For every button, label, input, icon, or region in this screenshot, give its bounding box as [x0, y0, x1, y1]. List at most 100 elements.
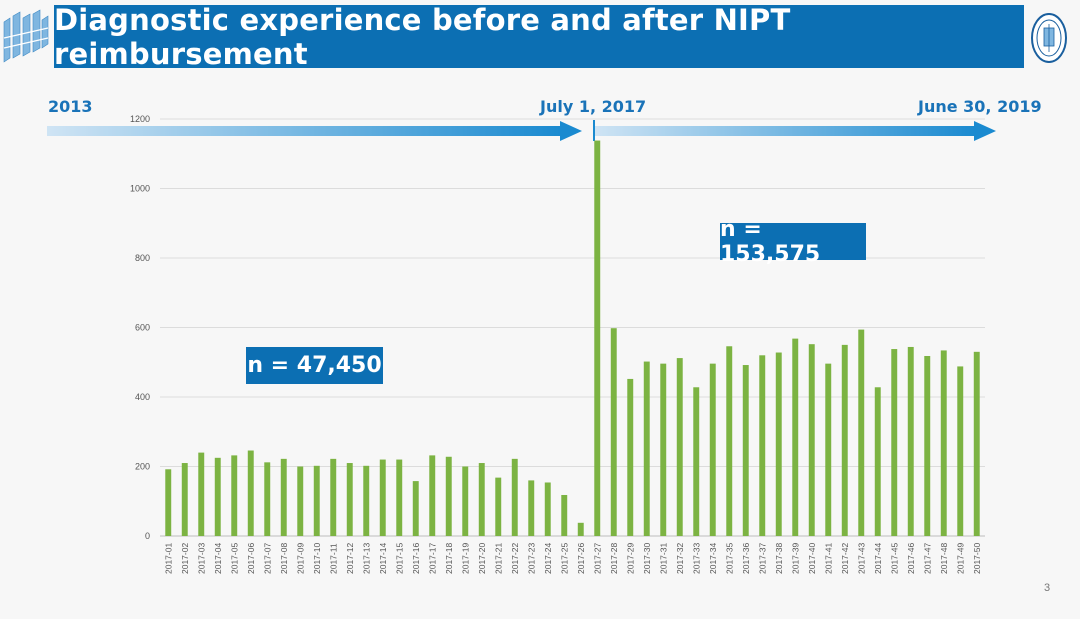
slide-title: Diagnostic experience before and after N…: [54, 2, 791, 71]
post-reimbursement-count: n = 153,575: [720, 217, 866, 267]
bar-2017-17: [429, 455, 436, 536]
bar-2017-04: [214, 457, 221, 536]
timeline-arrow-pre: [47, 121, 582, 141]
x-tick-label: 2017-27: [592, 543, 602, 574]
bar-2017-43: [858, 329, 865, 536]
x-tick-label: 2017-33: [691, 543, 701, 574]
x-tick-label: 2017-50: [972, 543, 982, 574]
bar-2017-33: [693, 387, 700, 536]
y-tick-label: 1200: [130, 114, 150, 124]
x-tick-label: 2017-42: [840, 543, 850, 574]
bar-2017-44: [874, 387, 881, 536]
x-tick-label: 2017-35: [724, 543, 734, 574]
bar-2017-45: [891, 349, 898, 536]
bar-2017-25: [561, 494, 568, 536]
bar-2017-23: [528, 480, 535, 536]
x-tick-label: 2017-37: [757, 543, 767, 574]
x-tick-label: 2017-18: [444, 543, 454, 574]
university-seal-icon: [1031, 13, 1067, 63]
bar-2017-19: [462, 466, 469, 536]
x-tick-label: 2017-32: [675, 543, 685, 574]
bar-2017-28: [610, 328, 617, 536]
bar-2017-09: [297, 466, 304, 536]
x-tick-label: 2017-01: [163, 543, 173, 574]
bar-2017-12: [346, 463, 353, 536]
bar-2017-16: [412, 481, 419, 536]
x-tick-label: 2017-25: [559, 543, 569, 574]
x-tick-label: 2017-23: [526, 543, 536, 574]
timeline-start-label: 2013: [48, 97, 93, 116]
y-tick-label: 400: [135, 392, 150, 402]
x-tick-label: 2017-36: [741, 543, 751, 574]
bar-2017-46: [907, 346, 914, 536]
x-tick-label: 2017-08: [279, 543, 289, 574]
x-tick-label: 2017-26: [576, 543, 586, 574]
x-tick-label: 2017-06: [246, 543, 256, 574]
y-tick-label: 0: [145, 531, 150, 541]
bar-2017-50: [973, 351, 980, 536]
pre-reimbursement-count: n = 47,450: [246, 347, 383, 384]
x-tick-label: 2017-02: [180, 543, 190, 574]
x-tick-label: 2017-43: [856, 543, 866, 574]
bar-2017-27: [594, 140, 601, 537]
x-tick-label: 2017-15: [394, 543, 404, 574]
x-tick-label: 2017-09: [295, 543, 305, 574]
bar-2017-18: [445, 456, 452, 536]
bar-2017-34: [709, 363, 716, 536]
bar-2017-40: [808, 344, 815, 536]
bar-2017-48: [940, 350, 947, 536]
x-tick-label: 2017-03: [196, 543, 206, 574]
x-tick-label: 2017-07: [262, 543, 272, 574]
x-tick-label: 2017-14: [378, 543, 388, 574]
bar-2017-08: [280, 458, 287, 536]
y-tick-label: 1000: [130, 184, 150, 194]
y-tick-label: 800: [135, 253, 150, 263]
bar-2017-32: [676, 358, 683, 536]
x-tick-label: 2017-31: [658, 543, 668, 574]
institution-logo: [3, 9, 49, 63]
x-tick-label: 2017-49: [955, 543, 965, 574]
x-tick-label: 2017-04: [213, 543, 223, 574]
bar-2017-02: [181, 463, 188, 536]
bar-2017-21: [495, 477, 502, 536]
x-tick-label: 2017-16: [411, 543, 421, 574]
bar-2017-24: [544, 482, 551, 536]
bar-2017-13: [363, 465, 370, 536]
x-tick-label: 2017-48: [939, 543, 949, 574]
bar-2017-29: [627, 378, 634, 536]
bar-2017-22: [511, 458, 518, 536]
timeline-mid-label: July 1, 2017: [540, 97, 647, 116]
bar-2017-15: [396, 459, 403, 536]
x-tick-label: 2017-38: [774, 543, 784, 574]
x-tick-label: 2017-28: [609, 543, 619, 574]
bar-2017-37: [759, 355, 766, 536]
x-tick-label: 2017-46: [906, 543, 916, 574]
y-tick-label: 200: [135, 462, 150, 472]
bar-2017-01: [165, 469, 172, 536]
bar-2017-07: [264, 462, 271, 536]
x-tick-label: 2017-40: [807, 543, 817, 574]
bar-2017-06: [247, 450, 254, 536]
x-tick-label: 2017-22: [510, 543, 520, 574]
bar-2017-20: [478, 463, 485, 536]
bar-2017-31: [660, 363, 667, 536]
x-tick-label: 2017-45: [889, 543, 899, 574]
bar-2017-49: [957, 366, 964, 536]
x-tick-label: 2017-21: [493, 543, 503, 574]
x-tick-label: 2017-34: [708, 543, 718, 574]
timeline-arrow-post: [594, 121, 996, 141]
x-tick-label: 2017-05: [229, 543, 239, 574]
bar-2017-36: [742, 365, 749, 536]
x-tick-label: 2017-30: [642, 543, 652, 574]
x-tick-label: 2017-24: [543, 543, 553, 574]
x-tick-label: 2017-17: [427, 543, 437, 574]
timeline-end-label: June 30, 2019: [918, 97, 1042, 116]
title-banner: Diagnostic experience before and after N…: [54, 2, 1024, 71]
x-tick-label: 2017-29: [625, 543, 635, 574]
x-tick-label: 2017-12: [345, 543, 355, 574]
x-tick-label: 2017-47: [922, 543, 932, 574]
x-tick-label: 2017-11: [328, 543, 338, 574]
x-tick-label: 2017-10: [312, 543, 322, 574]
page-number: 3: [1044, 582, 1051, 594]
